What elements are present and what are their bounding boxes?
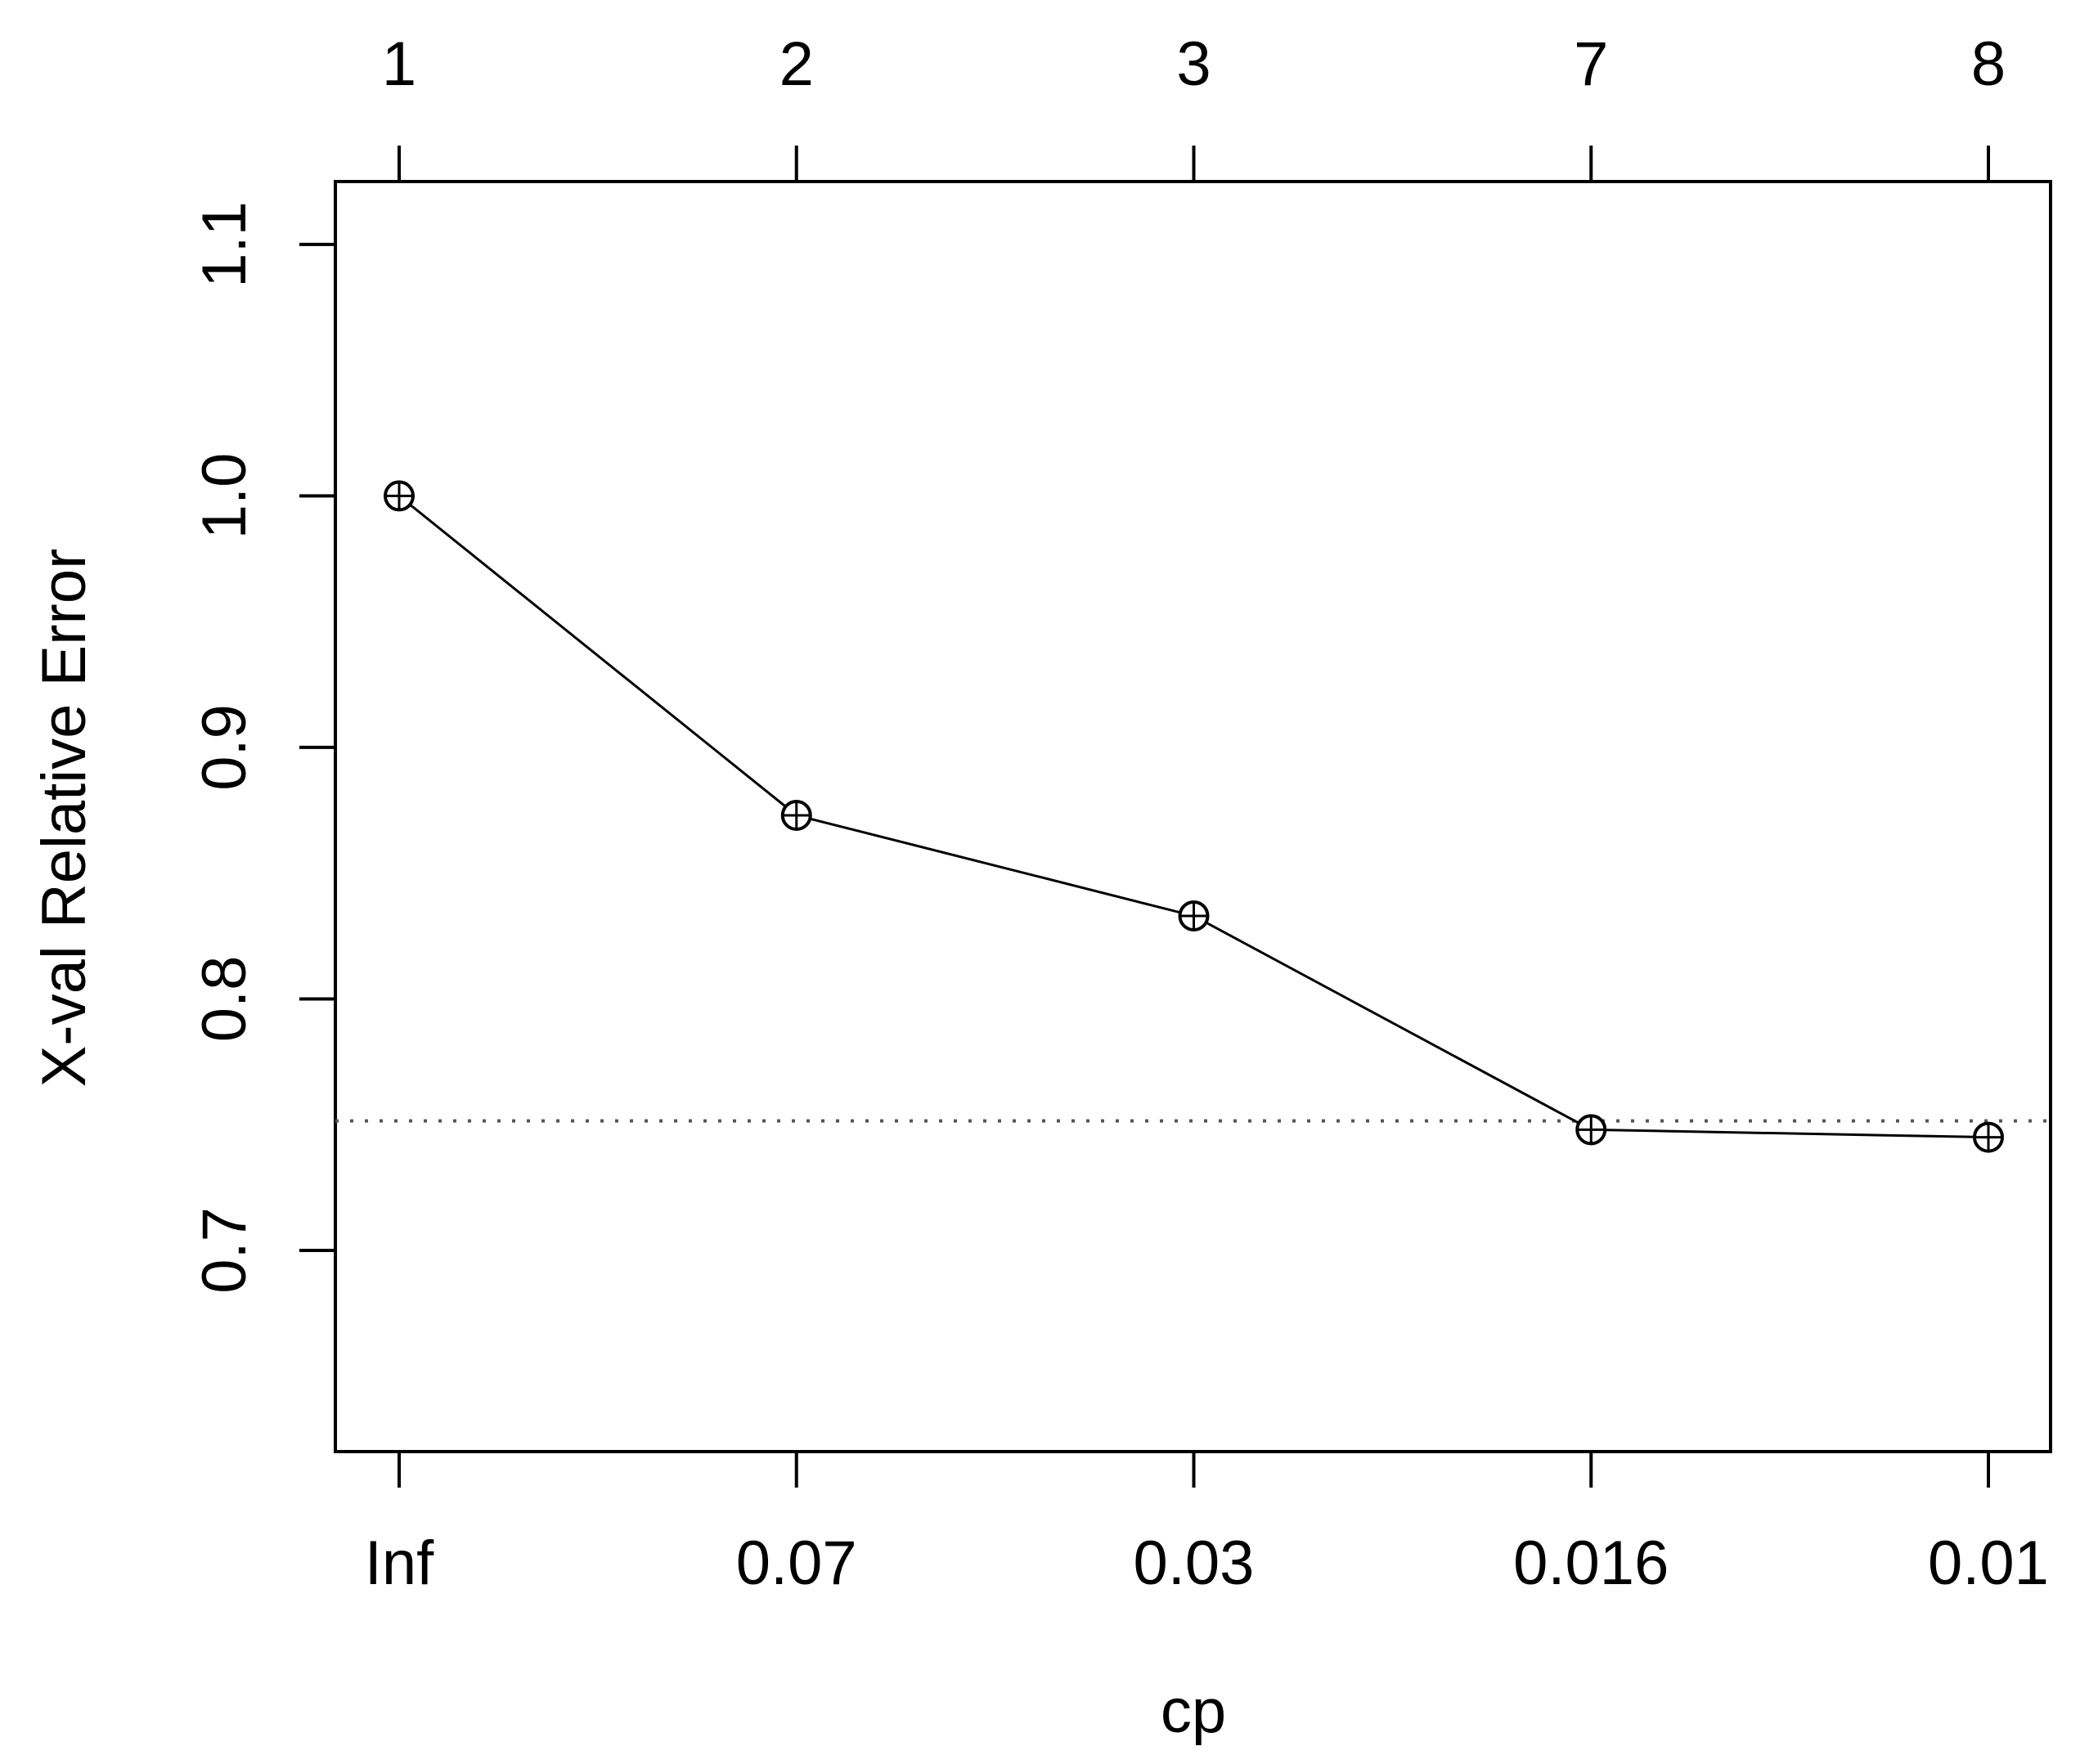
x-tick-label-bottom: 0.01 — [1928, 1528, 2049, 1598]
x-tick-label-bottom: Inf — [365, 1528, 434, 1598]
x-tick-label-top: 8 — [1971, 29, 2006, 99]
left-axis: 0.7 0.8 0.9 1.0 1.1 — [190, 201, 335, 1294]
top-axis: 1 2 3 7 8 — [382, 29, 2006, 182]
y-tick-label: 1.1 — [190, 201, 259, 288]
data-point — [1973, 1121, 2004, 1153]
y-tick-label: 0.7 — [190, 1207, 259, 1294]
x-axis-label: cp — [1161, 1676, 1226, 1746]
x-tick-label-top: 2 — [779, 29, 814, 99]
y-tick-label: 1.0 — [190, 453, 259, 540]
data-point — [384, 480, 415, 512]
x-tick-label-top: 3 — [1176, 29, 1211, 99]
y-axis-label: X-val Relative Error — [29, 549, 99, 1088]
data-points — [384, 480, 2004, 1153]
y-tick-label: 0.9 — [190, 704, 259, 791]
x-tick-label-bottom: 0.016 — [1513, 1528, 1669, 1598]
y-tick-label: 0.8 — [190, 956, 259, 1043]
data-point — [780, 799, 812, 831]
x-tick-label-top: 1 — [382, 29, 416, 99]
x-tick-label-bottom: 0.03 — [1134, 1528, 1255, 1598]
data-point — [1178, 900, 1210, 931]
bottom-axis: Inf 0.07 0.03 0.016 0.01 — [365, 1452, 2049, 1598]
x-tick-label-bottom: 0.07 — [736, 1528, 857, 1598]
data-point — [1575, 1114, 1607, 1146]
x-tick-label-top: 7 — [1574, 29, 1608, 99]
